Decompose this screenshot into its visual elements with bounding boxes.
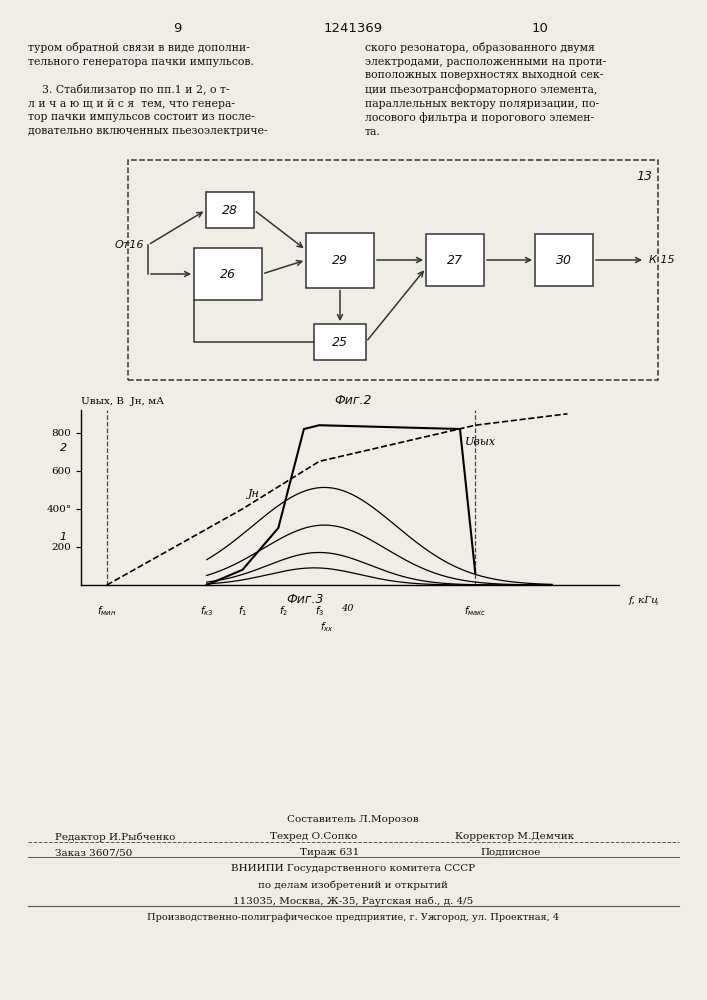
Text: 1241369: 1241369 <box>323 22 382 35</box>
Text: $f_{хх}$: $f_{хх}$ <box>320 620 334 634</box>
Text: 40: 40 <box>341 604 354 613</box>
Text: Uвых: Uвых <box>465 437 496 447</box>
Text: Фиг.2: Фиг.2 <box>334 394 372 407</box>
Bar <box>535 234 593 286</box>
Bar <box>194 248 262 300</box>
Text: $f_{мин}$: $f_{мин}$ <box>98 604 117 618</box>
Bar <box>314 324 366 360</box>
Bar <box>128 160 658 380</box>
Text: От16: От16 <box>115 240 144 250</box>
Text: Производственно-полиграфическое предприятие, г. Ужгород, ул. Проектная, 4: Производственно-полиграфическое предприя… <box>147 913 559 922</box>
Text: $f_{макс}$: $f_{макс}$ <box>464 604 486 618</box>
Bar <box>306 232 374 288</box>
Text: Заказ 3607/50: Заказ 3607/50 <box>55 848 132 857</box>
Text: ВНИИПИ Государственного комитета СССР: ВНИИПИ Государственного комитета СССР <box>231 864 475 873</box>
Text: 26: 26 <box>220 267 236 280</box>
Text: ского резонатора, образованного двумя
электродами, расположенными на проти-
вопо: ского резонатора, образованного двумя эл… <box>365 42 606 137</box>
Text: 113035, Москва, Ж-35, Раугская наб., д. 4/5: 113035, Москва, Ж-35, Раугская наб., д. … <box>233 896 473 906</box>
Text: $f_1$: $f_1$ <box>238 604 247 618</box>
Text: Техред О.Сопко: Техред О.Сопко <box>270 832 357 841</box>
Text: 9: 9 <box>173 22 181 35</box>
Text: Uвых, В  Jн, мА: Uвых, В Jн, мА <box>81 397 165 406</box>
Text: 30: 30 <box>556 253 572 266</box>
Text: 29: 29 <box>332 253 348 266</box>
Text: Корректор М.Демчик: Корректор М.Демчик <box>455 832 574 841</box>
Text: Составитель Л.Морозов: Составитель Л.Морозов <box>287 815 419 824</box>
Text: 13: 13 <box>636 170 652 183</box>
Text: $f_3$: $f_3$ <box>315 604 324 618</box>
Text: Редактор И.Рыбченко: Редактор И.Рыбченко <box>55 832 175 842</box>
Text: Фиг.3: Фиг.3 <box>286 593 324 606</box>
Text: 1: 1 <box>60 532 67 542</box>
Text: по делам изобретений и открытий: по делам изобретений и открытий <box>258 880 448 890</box>
Bar <box>426 234 484 286</box>
Text: $f_2$: $f_2$ <box>279 604 288 618</box>
Text: 28: 28 <box>222 204 238 217</box>
Text: 10: 10 <box>532 22 549 35</box>
Text: 25: 25 <box>332 336 348 349</box>
Text: f, кГц: f, кГц <box>629 596 659 605</box>
Text: Тираж 631: Тираж 631 <box>300 848 359 857</box>
Text: К 15: К 15 <box>649 255 674 265</box>
Text: 2: 2 <box>60 443 67 453</box>
Bar <box>206 192 254 228</box>
Text: туром обратной связи в виде дополни-
тельного генератора пачки импульсов.

    3: туром обратной связи в виде дополни- тел… <box>28 42 268 136</box>
Text: 27: 27 <box>447 253 463 266</box>
Text: $f_{к3}$: $f_{к3}$ <box>200 604 214 618</box>
Text: Подписное: Подписное <box>480 848 540 857</box>
Text: Jн: Jн <box>247 489 259 499</box>
